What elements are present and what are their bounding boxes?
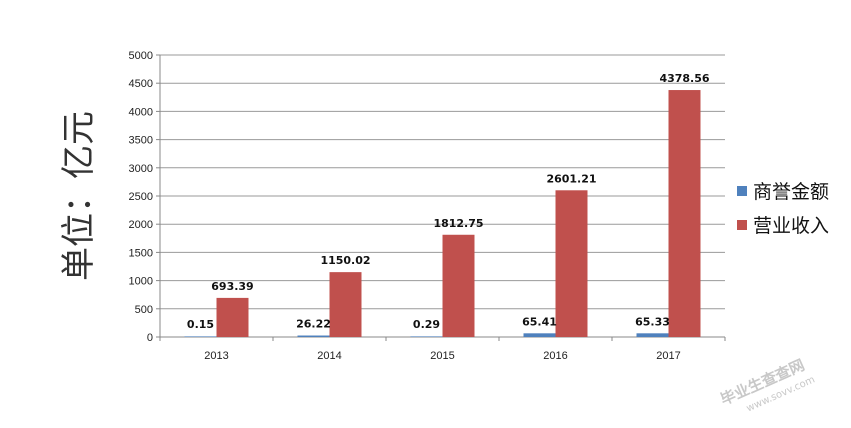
legend-swatch-revenue [737,220,747,230]
data-label: 65.33 [635,315,670,328]
bar-goodwill [523,333,556,337]
y-tick-label: 1000 [129,276,153,288]
y-tick-label: 4000 [129,106,153,118]
bar-revenue [555,190,588,337]
watermark: 毕业生查查网 www.sovv.com [718,356,817,415]
bar-revenue [216,297,249,337]
data-labels: 0.15 693.39 26.22 1150.02 0.29 1812.75 65.41 26… [187,72,710,331]
data-label: 2601.21 [546,172,596,185]
data-label: 4378.56 [659,72,709,85]
y-axis-label: 单位：亿元 [59,111,99,281]
bar-goodwill [410,336,443,337]
bars [184,90,701,337]
x-axis-ticks: 2013 2014 2015 2016 2017 [159,337,726,362]
x-tick-label: 2014 [317,350,341,362]
data-label: 65.41 [522,315,557,328]
legend-label-goodwill: 商誉金额 [753,181,829,203]
data-label: 26.22 [296,318,331,331]
bar-goodwill [184,336,217,337]
gridlines [160,54,725,310]
y-tick-label: 3500 [129,135,153,147]
bar-revenue [442,234,475,337]
legend-swatch-goodwill [737,186,747,196]
y-axis-ticks: 0 500 1000 1500 2000 2500 3000 3500 4000 4500 5000 [129,50,160,344]
y-tick-label: 2500 [129,191,153,203]
x-tick-label: 2017 [656,350,680,362]
x-tick-label: 2016 [543,350,567,362]
y-tick-label: 4500 [129,78,153,90]
data-label: 0.29 [413,318,440,331]
bar-goodwill [636,333,669,337]
y-tick-label: 0 [147,332,153,344]
data-label: 1812.75 [433,217,483,230]
y-tick-label: 5000 [129,50,153,62]
legend-label-revenue: 营业收入 [753,215,829,237]
y-tick-label: 1500 [129,247,153,259]
x-tick-label: 2015 [430,350,454,362]
bar-goodwill [297,335,330,337]
y-tick-label: 3000 [129,163,153,175]
bar-revenue [329,272,362,337]
y-tick-label: 500 [135,304,153,316]
y-tick-label: 2000 [129,219,153,231]
data-label: 693.39 [211,280,253,293]
data-label: 0.15 [187,318,214,331]
legend: 商誉金额 营业收入 [737,181,829,237]
bar-revenue [668,90,701,337]
x-tick-label: 2013 [204,350,228,362]
data-label: 1150.02 [320,254,370,267]
